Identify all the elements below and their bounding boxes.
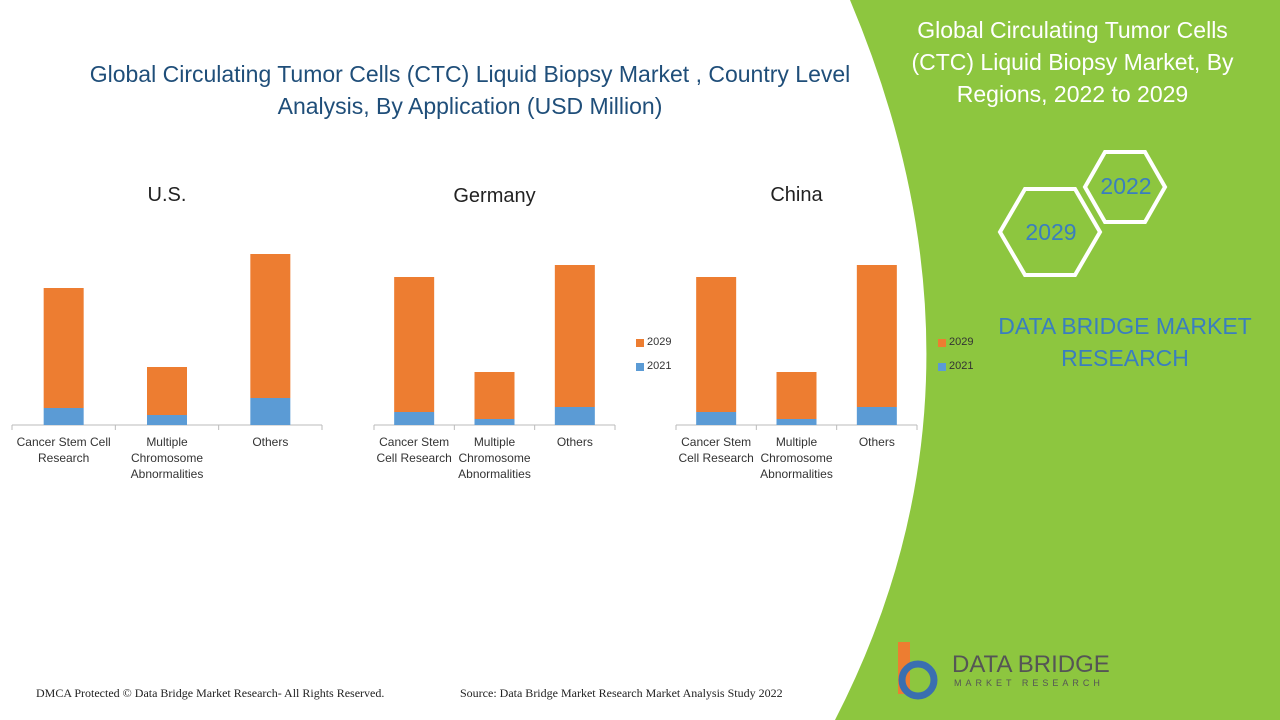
footer-source: Source: Data Bridge Market Research Mark…: [460, 686, 783, 700]
chart-title: Germany: [453, 185, 536, 207]
legend-swatch: [938, 363, 946, 371]
sidebar-brand: DATA BRIDGE MARKET RESEARCH: [998, 313, 1252, 371]
legend-swatch: [636, 339, 644, 347]
bar-segment: [474, 419, 515, 425]
x-tick-label: Cancer Stem Cell Research: [678, 435, 754, 465]
hexagon-label: 2029: [1025, 219, 1076, 245]
bar-segment: [250, 254, 291, 398]
bar-segment: [856, 407, 897, 425]
x-tick-label: Others: [858, 435, 895, 449]
bar-segment: [696, 412, 737, 425]
hexagon-label: 2022: [1100, 173, 1151, 199]
chart-title: U.S.: [147, 184, 187, 206]
x-tick-label: Others: [252, 435, 289, 449]
logo-tagline: MARKET RESEARCH: [954, 678, 1104, 688]
bar-segment: [43, 408, 84, 425]
logo-mark: [898, 660, 938, 700]
x-tick-label: Multiple Chromosome Abnormalities: [760, 435, 833, 481]
bar-segment: [394, 412, 435, 425]
x-tick-label: Others: [556, 435, 593, 449]
bar-segment: [856, 265, 897, 407]
chart-title: China: [770, 184, 823, 206]
hexagon: [997, 187, 1103, 277]
footer-copyright: DMCA Protected © Data Bridge Market Rese…: [36, 686, 385, 700]
bar-segment: [474, 372, 515, 419]
legend-label: 2029: [949, 336, 974, 348]
legend-label: 2029: [647, 336, 672, 348]
bar-segment: [776, 372, 817, 419]
bar-segment: [696, 277, 737, 412]
bar-segment: [554, 407, 595, 425]
bar-segment: [250, 398, 291, 425]
sidebar-background: [835, 0, 1280, 720]
x-tick-label: Multiple Chromosome Abnormalities: [458, 435, 531, 481]
legend-label: 2021: [647, 360, 672, 372]
hexagon: [1082, 150, 1168, 224]
page-title: Global Circulating Tumor Cells (CTC) Liq…: [89, 61, 851, 119]
logo-name: DATA BRIDGE: [952, 651, 1110, 678]
x-tick-label: Cancer Stem Cell Research: [16, 435, 111, 465]
x-tick-label: Multiple Chromosome Abnormalities: [130, 435, 204, 481]
legend-label: 2021: [949, 360, 974, 372]
bar-segment: [147, 415, 187, 425]
bar-segment: [394, 277, 435, 412]
bar-segment: [554, 265, 595, 407]
sidebar-title: Global Circulating Tumor Cells (CTC) Liq…: [911, 17, 1234, 107]
legend-swatch: [938, 339, 946, 347]
bar-segment: [776, 419, 817, 425]
bar-segment: [147, 367, 187, 415]
legend-swatch: [636, 363, 644, 371]
x-tick-label: Cancer Stem Cell Research: [376, 435, 452, 465]
bar-segment: [43, 288, 84, 408]
